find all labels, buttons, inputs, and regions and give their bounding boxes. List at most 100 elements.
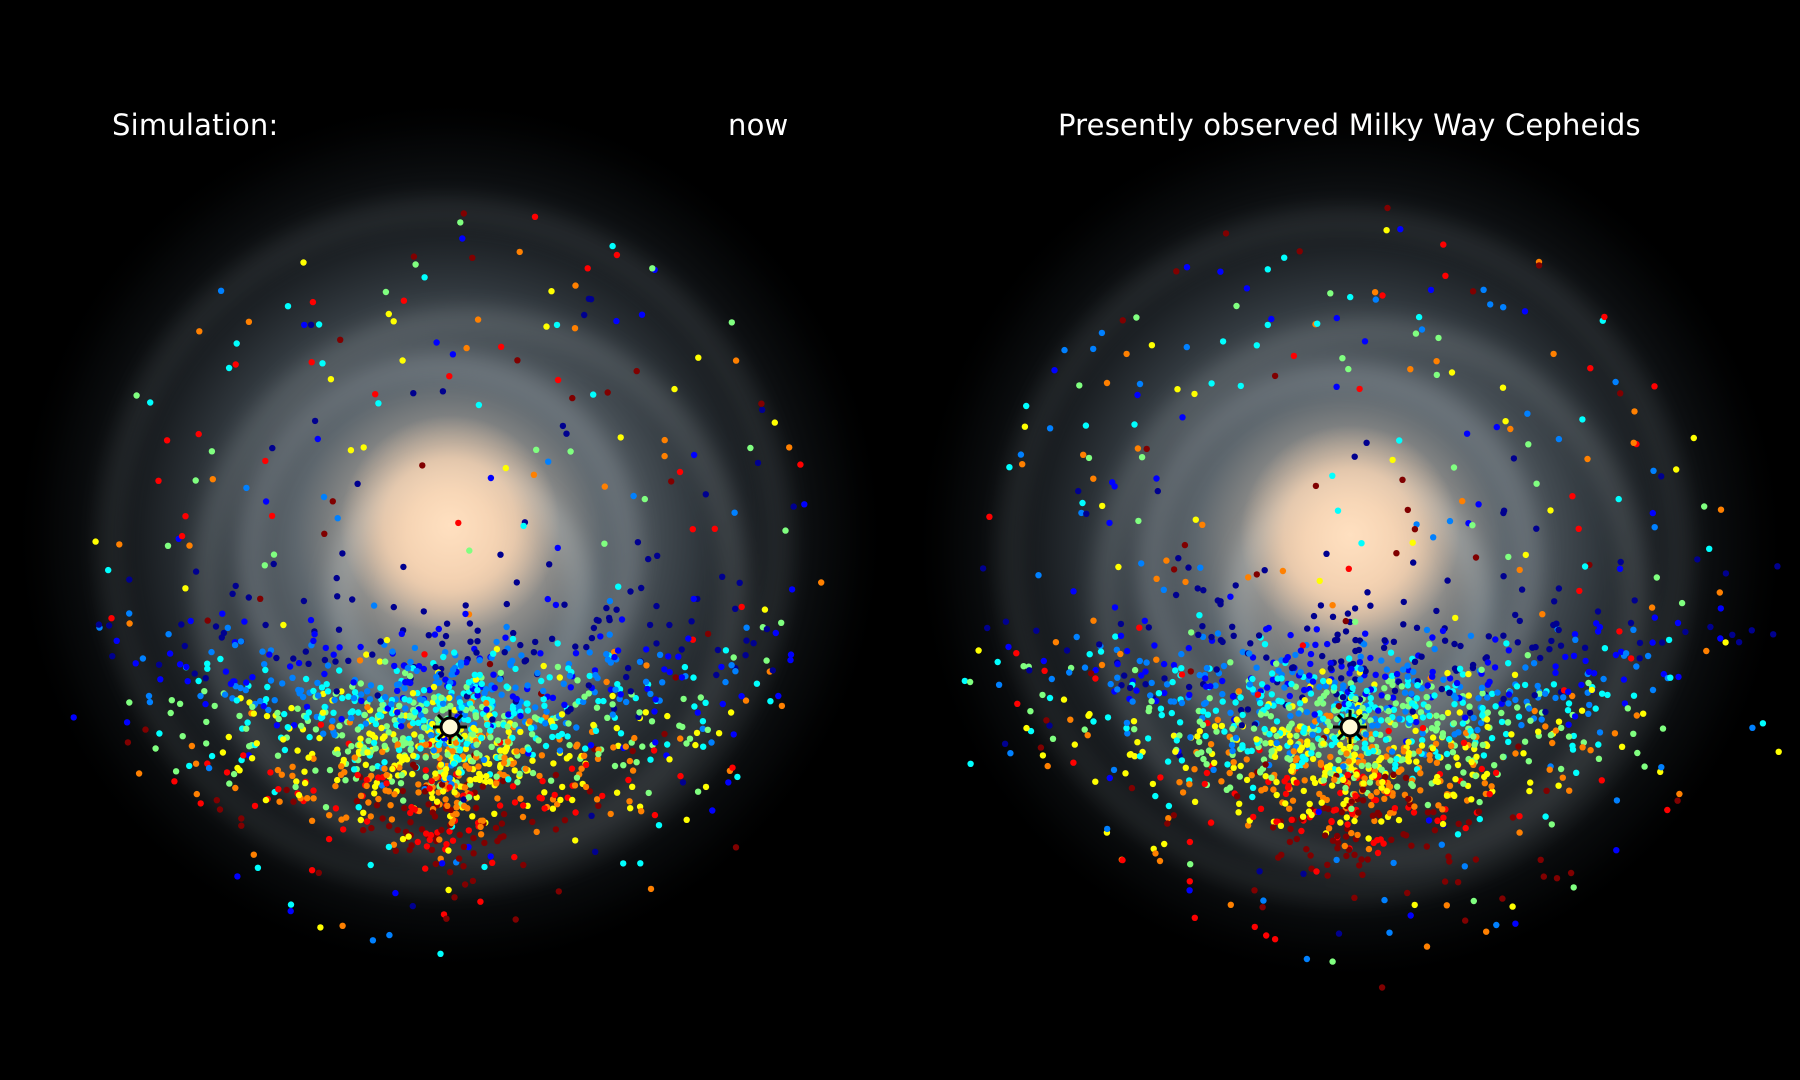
cepheid-point bbox=[1342, 784, 1349, 792]
cepheid-point bbox=[188, 742, 196, 750]
cepheid-point bbox=[456, 747, 464, 754]
cepheid-point bbox=[367, 682, 375, 689]
cepheid-point bbox=[1500, 632, 1507, 639]
cepheid-point bbox=[348, 743, 355, 750]
cepheid-point bbox=[203, 718, 210, 726]
cepheid-point bbox=[509, 760, 516, 768]
cepheid-point bbox=[1525, 705, 1533, 712]
cepheid-point bbox=[442, 649, 449, 656]
cepheid-point bbox=[446, 869, 454, 876]
cepheid-point bbox=[1409, 539, 1416, 546]
cepheid-point bbox=[524, 682, 531, 689]
cepheid-point bbox=[245, 594, 252, 601]
cepheid-point bbox=[381, 742, 388, 749]
cepheid-point bbox=[364, 749, 371, 756]
cepheid-point bbox=[233, 340, 240, 347]
cepheid-point bbox=[195, 677, 202, 685]
cepheid-point bbox=[1530, 660, 1538, 667]
cepheid-point bbox=[274, 766, 282, 774]
cepheid-point bbox=[1339, 355, 1346, 362]
cepheid-point bbox=[1338, 658, 1345, 665]
cepheid-point bbox=[1539, 611, 1546, 618]
cepheid-point bbox=[1146, 704, 1153, 712]
cepheid-point bbox=[370, 739, 378, 746]
cepheid-point bbox=[320, 730, 327, 737]
cepheid-point bbox=[1682, 628, 1689, 636]
cepheid-point bbox=[1400, 831, 1407, 838]
cepheid-point bbox=[1261, 725, 1268, 733]
cepheid-point bbox=[1207, 683, 1214, 690]
cepheid-point bbox=[1476, 798, 1483, 806]
cepheid-point bbox=[372, 745, 379, 752]
cepheid-point bbox=[1299, 642, 1307, 649]
cepheid-point bbox=[1304, 625, 1311, 632]
cepheid-point bbox=[530, 471, 538, 478]
cepheid-point bbox=[1633, 712, 1640, 719]
cepheid-point bbox=[607, 659, 614, 666]
cepheid-point bbox=[1285, 704, 1293, 711]
cepheid-point bbox=[329, 717, 336, 725]
cepheid-point bbox=[614, 647, 622, 654]
cepheid-point bbox=[1191, 766, 1198, 773]
cepheid-point bbox=[1423, 843, 1430, 850]
cepheid-point bbox=[444, 751, 451, 758]
cepheid-point bbox=[1142, 668, 1149, 675]
cepheid-point bbox=[1582, 657, 1589, 665]
cepheid-point bbox=[623, 673, 630, 681]
cepheid-point bbox=[357, 735, 364, 742]
cepheid-point bbox=[1315, 808, 1322, 816]
cepheid-point bbox=[492, 824, 500, 832]
cepheid-point bbox=[333, 688, 340, 695]
cepheid-point bbox=[1703, 647, 1710, 655]
cepheid-point bbox=[1257, 711, 1265, 718]
cepheid-point bbox=[407, 658, 414, 666]
cepheid-point bbox=[246, 743, 253, 750]
cepheid-point bbox=[1232, 582, 1239, 589]
cepheid-point bbox=[1615, 495, 1622, 503]
cepheid-point bbox=[465, 765, 473, 772]
cepheid-point bbox=[516, 248, 523, 256]
cepheid-point bbox=[1716, 589, 1723, 596]
cepheid-point bbox=[607, 810, 614, 818]
cepheid-point bbox=[1027, 727, 1035, 735]
cepheid-point bbox=[1351, 817, 1358, 825]
cepheid-point bbox=[1130, 718, 1138, 725]
cepheid-point bbox=[1356, 708, 1363, 716]
cepheid-point bbox=[325, 835, 333, 843]
cepheid-point bbox=[1438, 685, 1445, 693]
cepheid-point bbox=[1649, 639, 1656, 646]
cepheid-point bbox=[1580, 739, 1587, 746]
cepheid-point bbox=[1269, 676, 1277, 683]
cepheid-point bbox=[1759, 720, 1767, 727]
cepheid-point bbox=[132, 660, 139, 667]
cepheid-point bbox=[1585, 710, 1592, 717]
cepheid-point bbox=[446, 784, 453, 791]
cepheid-point bbox=[237, 638, 245, 645]
cepheid-point bbox=[1259, 904, 1266, 911]
cepheid-point bbox=[186, 542, 193, 549]
cepheid-point bbox=[1478, 684, 1486, 691]
cepheid-point bbox=[1500, 507, 1508, 514]
cepheid-point bbox=[1402, 774, 1410, 781]
cepheid-point bbox=[1023, 724, 1030, 732]
cepheid-point bbox=[1254, 691, 1262, 698]
cepheid-point bbox=[178, 621, 185, 628]
cepheid-point bbox=[409, 690, 417, 697]
cepheid-point bbox=[1413, 624, 1421, 631]
cepheid-point bbox=[326, 812, 333, 819]
cepheid-point bbox=[396, 764, 403, 771]
cepheid-point bbox=[725, 779, 732, 786]
cepheid-point bbox=[731, 509, 738, 516]
cepheid-point bbox=[412, 764, 419, 771]
cepheid-point bbox=[742, 697, 750, 704]
cepheid-point bbox=[262, 498, 270, 505]
cepheid-point bbox=[518, 652, 525, 659]
cepheid-point bbox=[474, 687, 481, 694]
cepheid-point bbox=[1596, 729, 1604, 736]
cepheid-point bbox=[1211, 723, 1219, 730]
cepheid-point bbox=[1630, 626, 1637, 633]
cepheid-point bbox=[1104, 825, 1111, 833]
cepheid-point bbox=[1419, 724, 1427, 732]
cepheid-point bbox=[743, 637, 750, 644]
cepheid-point bbox=[1181, 541, 1189, 549]
